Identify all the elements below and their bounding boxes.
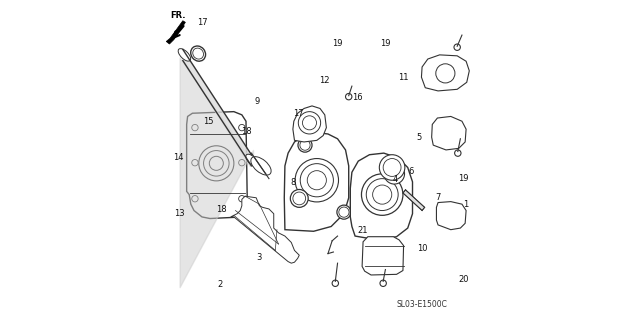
- Text: FR.: FR.: [170, 11, 186, 20]
- Circle shape: [239, 196, 245, 202]
- Circle shape: [436, 64, 455, 83]
- Circle shape: [384, 164, 404, 184]
- Text: 10: 10: [417, 244, 428, 253]
- Text: 19: 19: [458, 174, 468, 183]
- Text: 1: 1: [463, 200, 468, 209]
- Polygon shape: [362, 237, 404, 275]
- Text: 9: 9: [254, 97, 259, 106]
- Text: 11: 11: [398, 73, 409, 82]
- Circle shape: [300, 164, 333, 197]
- Text: 20: 20: [458, 275, 468, 284]
- Circle shape: [192, 196, 198, 202]
- Circle shape: [346, 93, 352, 100]
- Text: 8: 8: [291, 178, 296, 187]
- Circle shape: [295, 159, 339, 202]
- Circle shape: [209, 156, 223, 170]
- Text: 19: 19: [332, 39, 343, 48]
- Polygon shape: [422, 55, 469, 91]
- Circle shape: [210, 160, 223, 172]
- Polygon shape: [284, 132, 349, 231]
- Circle shape: [199, 146, 234, 181]
- Circle shape: [204, 151, 229, 176]
- Polygon shape: [403, 190, 424, 211]
- Polygon shape: [350, 153, 413, 240]
- Text: 3: 3: [257, 253, 262, 262]
- Circle shape: [332, 280, 339, 286]
- Polygon shape: [187, 112, 247, 219]
- Polygon shape: [293, 106, 326, 142]
- Circle shape: [192, 124, 198, 131]
- Circle shape: [383, 159, 401, 176]
- Text: 12: 12: [319, 76, 330, 85]
- Text: 17: 17: [293, 109, 303, 118]
- Polygon shape: [431, 116, 466, 150]
- Polygon shape: [166, 21, 186, 44]
- Text: SL03-E1500C: SL03-E1500C: [397, 300, 447, 309]
- Text: 18: 18: [216, 205, 227, 214]
- Text: 13: 13: [173, 209, 184, 218]
- Text: 4: 4: [392, 175, 397, 184]
- Circle shape: [307, 171, 326, 190]
- Circle shape: [366, 179, 398, 211]
- Circle shape: [298, 138, 312, 152]
- Text: 14: 14: [173, 153, 184, 162]
- Text: 2: 2: [218, 280, 223, 289]
- Circle shape: [454, 44, 460, 50]
- Ellipse shape: [193, 48, 204, 59]
- Ellipse shape: [178, 48, 191, 61]
- Ellipse shape: [251, 157, 271, 175]
- Circle shape: [380, 155, 405, 180]
- Circle shape: [293, 192, 306, 205]
- Circle shape: [303, 116, 317, 130]
- Circle shape: [189, 139, 243, 193]
- Circle shape: [192, 160, 198, 166]
- Text: 18: 18: [241, 127, 252, 136]
- Text: 16: 16: [353, 93, 363, 102]
- Ellipse shape: [246, 154, 259, 167]
- Circle shape: [291, 189, 308, 207]
- Circle shape: [372, 185, 392, 204]
- Circle shape: [205, 155, 227, 177]
- Ellipse shape: [191, 46, 205, 61]
- Circle shape: [362, 174, 403, 215]
- Text: 15: 15: [203, 117, 214, 126]
- Circle shape: [298, 112, 321, 134]
- Text: 7: 7: [435, 193, 441, 202]
- Text: 6: 6: [408, 167, 413, 176]
- Text: 21: 21: [358, 226, 368, 235]
- Circle shape: [300, 140, 310, 150]
- Circle shape: [239, 124, 245, 131]
- Text: 19: 19: [380, 39, 390, 48]
- Text: 17: 17: [196, 19, 207, 27]
- Circle shape: [454, 150, 461, 156]
- Text: 5: 5: [416, 133, 422, 142]
- Circle shape: [339, 207, 349, 217]
- Polygon shape: [436, 202, 466, 230]
- Circle shape: [337, 205, 351, 219]
- Circle shape: [380, 280, 387, 286]
- Circle shape: [239, 160, 245, 166]
- Polygon shape: [230, 196, 300, 263]
- Circle shape: [196, 145, 237, 187]
